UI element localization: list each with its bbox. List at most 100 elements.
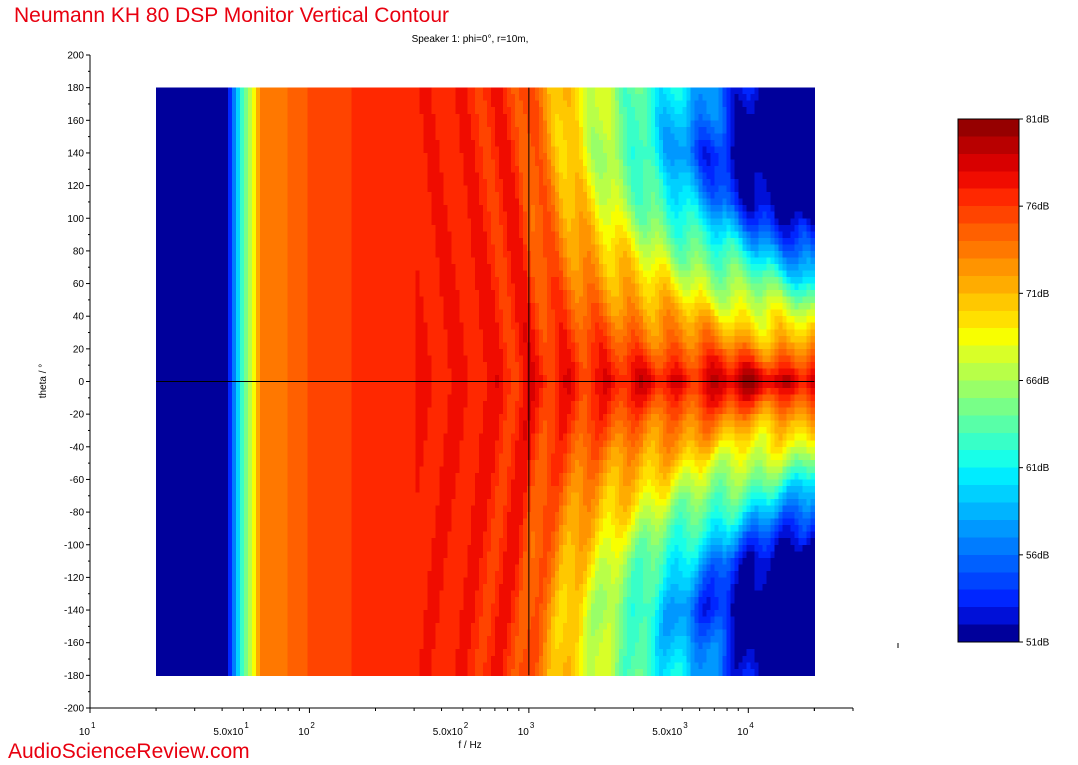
- heatmap-cell: [263, 237, 269, 245]
- heatmap-cell: [367, 629, 373, 637]
- heatmap-cell: [195, 374, 201, 383]
- heatmap-cell: [267, 159, 273, 167]
- heatmap-cell: [287, 126, 293, 134]
- heatmap-cell: [279, 192, 285, 200]
- heatmap-cell: [156, 512, 161, 520]
- heatmap-cell: [355, 133, 361, 141]
- heatmap-cell: [303, 492, 309, 500]
- heatmap-cell: [331, 616, 337, 624]
- heatmap-cell: [375, 100, 381, 108]
- heatmap-cell: [351, 250, 357, 259]
- heatmap-cell: [168, 309, 173, 317]
- heatmap-cell: [327, 603, 333, 611]
- heatmap-cell: [339, 616, 345, 624]
- heatmap-cell: [235, 211, 241, 219]
- heatmap-cell: [168, 512, 173, 520]
- heatmap-cell: [279, 590, 285, 598]
- heatmap-cell: [211, 512, 217, 520]
- heatmap-cell: [359, 270, 365, 278]
- heatmap-cell: [271, 407, 277, 415]
- heatmap-cell: [319, 518, 325, 526]
- heatmap-cell: [183, 655, 189, 663]
- heatmap-cell: [283, 166, 289, 174]
- heatmap-cell: [251, 361, 257, 370]
- heatmap-cell: [323, 453, 329, 461]
- heatmap-cell: [223, 557, 229, 565]
- heatmap-cell: [191, 401, 197, 409]
- heatmap-cell: [339, 557, 345, 565]
- heatmap-cell: [187, 283, 193, 291]
- heatmap-cell: [327, 283, 333, 291]
- heatmap-cell: [323, 322, 329, 330]
- heatmap-cell: [164, 290, 169, 298]
- heatmap-cell: [271, 120, 277, 128]
- heatmap-cell: [331, 485, 337, 494]
- heatmap-cell: [243, 374, 249, 383]
- heatmap-cell: [327, 525, 333, 533]
- heatmap-cell: [215, 335, 221, 343]
- heatmap-cell: [235, 525, 241, 533]
- heatmap-cell: [267, 544, 273, 552]
- heatmap-cell: [291, 590, 297, 598]
- heatmap-cell: [319, 629, 325, 637]
- heatmap-cell: [347, 257, 353, 265]
- heatmap-cell: [267, 636, 273, 644]
- heatmap-cell: [359, 205, 365, 213]
- heatmap-cell: [295, 263, 301, 272]
- heatmap-cell: [164, 374, 169, 383]
- heatmap-cell: [323, 662, 329, 670]
- heatmap-cell: [315, 525, 321, 533]
- heatmap-cell: [227, 616, 233, 624]
- heatmap-cell: [191, 368, 197, 376]
- heatmap-cell: [291, 166, 297, 174]
- heatmap-cell: [339, 407, 345, 415]
- heatmap-cell: [251, 518, 257, 526]
- heatmap-cell: [267, 466, 273, 474]
- heatmap-cell: [239, 668, 245, 676]
- heatmap-cell: [279, 564, 285, 572]
- heatmap-cell: [215, 440, 221, 448]
- heatmap-cell: [207, 544, 213, 552]
- heatmap-cell: [183, 322, 189, 330]
- heatmap-cell: [211, 348, 217, 356]
- heatmap-cell: [215, 342, 221, 350]
- heatmap-cell: [347, 277, 353, 285]
- heatmap-cell: [367, 557, 373, 565]
- heatmap-cell: [179, 283, 185, 291]
- heatmap-cell: [351, 427, 357, 435]
- heatmap-cell: [247, 244, 253, 252]
- heatmap-cell: [375, 94, 381, 102]
- heatmap-cell: [235, 374, 241, 383]
- heatmap-cell: [203, 283, 209, 291]
- heatmap-cell: [223, 166, 229, 174]
- heatmap-cell: [251, 440, 257, 448]
- heatmap-cell: [327, 348, 333, 356]
- heatmap-cell: [315, 303, 321, 311]
- heatmap-cell: [339, 277, 345, 285]
- heatmap-cell: [355, 166, 361, 174]
- heatmap-cell: [291, 374, 297, 383]
- heatmap-cell: [187, 544, 193, 552]
- heatmap-cell: [307, 172, 313, 180]
- heatmap-cell: [295, 179, 301, 187]
- heatmap-cell: [375, 198, 381, 206]
- heatmap-cell: [263, 655, 269, 663]
- heatmap-cell: [164, 388, 169, 396]
- heatmap-cell: [231, 525, 237, 533]
- heatmap-cell: [311, 407, 317, 415]
- heatmap-cell: [195, 218, 201, 226]
- heatmap-cell: [291, 505, 297, 513]
- heatmap-cell: [179, 237, 185, 245]
- heatmap-cell: [172, 538, 177, 546]
- heatmap-cell: [311, 668, 317, 676]
- heatmap-cell: [303, 649, 309, 657]
- heatmap-cell: [263, 309, 269, 317]
- heatmap-cell: [267, 407, 273, 415]
- heatmap-cell: [287, 570, 293, 578]
- heatmap-cell: [299, 642, 305, 650]
- heatmap-cell: [347, 113, 353, 121]
- heatmap-cell: [251, 525, 257, 533]
- heatmap-cell: [295, 361, 301, 370]
- heatmap-cell: [191, 564, 197, 572]
- heatmap-cell: [343, 290, 349, 298]
